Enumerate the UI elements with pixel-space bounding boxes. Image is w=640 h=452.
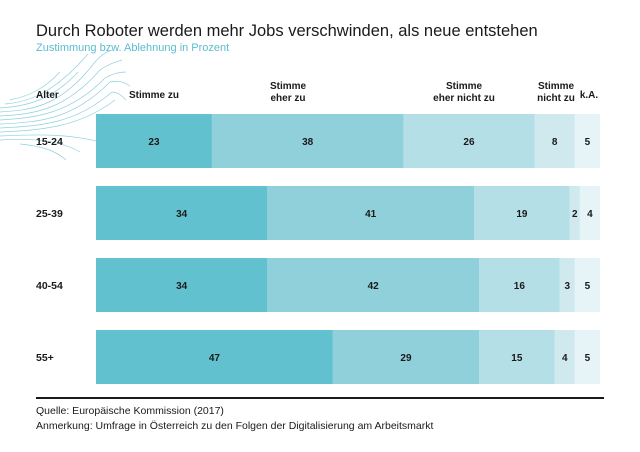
header-keine-angabe: k.A. [579,90,599,101]
bar-segment [267,186,474,240]
bar-value-label: 2 [572,209,578,220]
bar-segment [96,114,212,168]
bar-value-label: 38 [302,137,314,148]
bar-value-label: 16 [514,281,526,292]
bar-value-label: 42 [368,281,380,292]
bar-value-label: 8 [552,137,558,148]
header-stimme-zu: Stimme zu [128,90,179,101]
bar-value-label: 29 [400,353,412,364]
bar-value-label: 15 [511,353,523,364]
bar-segment [211,114,404,168]
chart-subtitle: Zustimmung bzw. Ablehnung in Prozent [36,42,230,54]
age-group-label: 15-24 [36,136,63,148]
bar-segment [554,330,575,384]
bar-segment [96,330,333,384]
source-note: Quelle: Europäische Kommission (2017) [36,405,224,417]
bar-segment [403,114,535,168]
bar-value-label: 5 [585,353,591,364]
chart-title: Durch Roboter werden mehr Jobs verschwin… [36,22,538,40]
bar-value-label: 5 [585,281,591,292]
age-group-label: 25-39 [36,208,63,220]
age-group-label: 40-54 [36,280,63,292]
header-age: Alter [36,90,59,101]
age-group-label: 55+ [36,352,54,364]
bar-value-label: 4 [562,353,568,364]
bar-value-label: 3 [564,281,570,292]
bar-value-label: 5 [585,137,591,148]
bar-segment [479,258,560,312]
bar-segment [574,114,600,168]
bar-value-label: 34 [176,209,188,220]
bar-segment [96,186,268,240]
bar-segment [574,258,600,312]
bar-segment [332,330,480,384]
bar-segment [479,330,555,384]
robot-hand-illustration [0,49,131,161]
bar-segment [534,114,575,168]
bar-segment [474,186,570,240]
remark-note: Anmerkung: Umfrage in Österreich zu den … [36,420,434,432]
bar-value-label: 23 [148,137,160,148]
header-stimme-eher-nicht-zu: Stimme eher nicht zu [433,81,495,104]
bar-value-label: 4 [587,209,593,220]
header-stimme-nicht-zu: Stimme nicht zu [537,81,575,104]
bar-value-label: 19 [516,209,528,220]
footer-divider [36,397,604,399]
bar-segment [569,186,580,240]
bar-segment [559,258,575,312]
bar-segment [579,186,600,240]
bar-value-label: 41 [365,209,377,220]
bar-segment [267,258,480,312]
bar-value-label: 26 [463,137,475,148]
bar-value-label: 47 [209,353,221,364]
bar-segment [574,330,600,384]
header-stimme-eher-zu: Stimme eher zu [269,81,307,104]
bar-segment [96,258,268,312]
bar-value-label: 34 [176,281,188,292]
